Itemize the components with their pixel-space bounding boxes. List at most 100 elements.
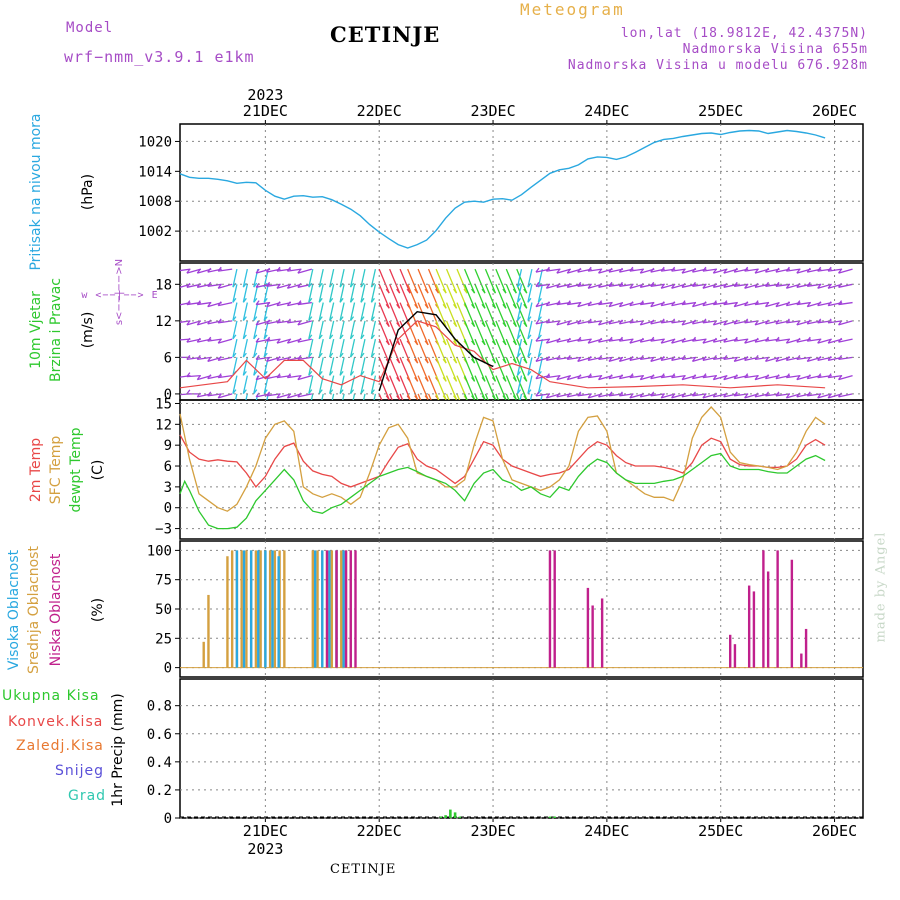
- wind-arrow: [463, 320, 476, 346]
- wind-arrow-head: [512, 340, 517, 346]
- wind-arrow: [329, 375, 335, 394]
- wind-arrow-head: [471, 376, 476, 382]
- wind-arrow: [407, 320, 419, 346]
- wind-arrow-head: [286, 283, 291, 289]
- wind-arrow: [242, 268, 248, 288]
- wind-arrow-head: [319, 408, 322, 412]
- precip-legend-item: Snijeg: [55, 763, 104, 779]
- wind-arrow-head: [263, 316, 268, 321]
- wind-arrow-head: [702, 283, 707, 289]
- wind-arrow-head: [598, 337, 603, 343]
- panel-frame-4: [179, 678, 864, 819]
- wind-arrow-head: [266, 302, 271, 307]
- wind-arrow: [495, 320, 507, 346]
- y-tick-label: 12: [155, 314, 172, 330]
- wind-arrow: [339, 338, 345, 358]
- wind-arrow-head: [385, 376, 390, 382]
- y-tick-label: 18: [155, 277, 172, 293]
- wind-arrow-head: [671, 338, 676, 344]
- y-tick-label: 75: [155, 573, 172, 589]
- wind-arrow-head: [712, 300, 717, 305]
- wind-arrow: [505, 302, 517, 327]
- wind-arrow-head: [255, 268, 260, 274]
- wind-arrow-head: [481, 340, 486, 346]
- wind-arrow-head: [266, 356, 271, 362]
- wind-arrow-head: [577, 336, 582, 342]
- cloud-bar: [271, 550, 274, 668]
- wind-arrow-head: [425, 414, 428, 418]
- wind-arrow: [266, 393, 281, 397]
- temp-line: [179, 452, 826, 530]
- wind-arrow-head: [339, 282, 344, 288]
- wind-arrow: [389, 268, 401, 294]
- wind-arrow-head: [424, 395, 429, 400]
- precip-bar: [439, 816, 443, 818]
- wind-arrow-head: [318, 370, 323, 376]
- wind-arrow-head: [838, 268, 843, 274]
- y-tick-label: 0: [164, 661, 172, 677]
- wind-arrow-head: [566, 320, 571, 326]
- wind-arrow: [445, 284, 458, 309]
- wind-arrow: [608, 301, 624, 308]
- wind-arrow: [180, 339, 181, 340]
- wind-arrow: [505, 320, 517, 346]
- wind-arrow-head: [424, 358, 429, 364]
- wind-arrow: [417, 320, 429, 346]
- wind-arrow-head: [385, 303, 390, 309]
- wind-arrow: [339, 302, 345, 321]
- wind-arrow-head: [385, 395, 390, 400]
- wind-arrow-head: [491, 376, 496, 382]
- wind-arrow-head: [253, 352, 258, 358]
- wind-arrow-head: [481, 303, 486, 309]
- wind-arrow-head: [702, 338, 707, 344]
- wind-arrow-head: [775, 319, 780, 325]
- wind-arrow: [505, 375, 517, 400]
- wind-arrow-head: [471, 358, 476, 364]
- wind-arrow-head: [442, 395, 447, 400]
- meteogram-label: Meteogram: [520, 0, 625, 19]
- wind-arrow-head: [537, 297, 542, 303]
- wind-arrow: [505, 268, 517, 294]
- wind-arrow-head: [454, 414, 457, 418]
- wind-arrow-head: [350, 352, 355, 358]
- wind-arrow-head: [276, 301, 281, 306]
- wind-arrow: [318, 284, 324, 303]
- cloud-bar: [762, 550, 765, 668]
- wind-arrow: [242, 284, 248, 303]
- wind-arrow: [629, 268, 644, 272]
- wind-arrow-head: [186, 389, 191, 395]
- wind-arrow-head: [424, 288, 429, 294]
- wind-speed-line: [179, 320, 826, 389]
- wind-arrow-head: [339, 352, 344, 358]
- wind-arrow: [540, 393, 544, 400]
- cloud-bar: [268, 550, 272, 668]
- cloud-ylabel-1: Visoka Oblacnost: [6, 549, 22, 670]
- wind-ylabel-1: 10m Vjetar: [28, 291, 44, 369]
- wind-arrow: [484, 393, 489, 400]
- wind-arrow: [378, 268, 390, 294]
- wind-arrow-head: [253, 370, 258, 376]
- wind-arrow-head: [329, 370, 334, 376]
- wind-arrow-head: [754, 320, 759, 326]
- wind-arrow-head: [527, 282, 532, 288]
- wind-arrow: [807, 338, 822, 342]
- wind-arrow-head: [556, 375, 561, 381]
- precip-bar: [458, 816, 462, 818]
- wind-arrow: [588, 268, 603, 272]
- precip-bar: [453, 812, 457, 818]
- wind-arrow: [546, 375, 561, 379]
- wind-arrow: [407, 338, 419, 364]
- wind-arrow-head: [523, 340, 528, 346]
- wind-arrow: [389, 393, 393, 400]
- bottom-date-label: 25DEC: [698, 822, 743, 840]
- wind-arrow-head: [523, 376, 528, 382]
- wind-arrow: [370, 375, 377, 394]
- wind-arrow-head: [545, 393, 550, 399]
- wind-arrow-head: [618, 267, 623, 273]
- wind-arrow: [474, 268, 486, 294]
- wind-arrow-head: [775, 281, 780, 287]
- wind-arrow-head: [370, 316, 375, 321]
- wind-arrow-head: [702, 393, 707, 399]
- wind-arrow: [218, 301, 233, 307]
- wind-arrow-head: [712, 337, 717, 343]
